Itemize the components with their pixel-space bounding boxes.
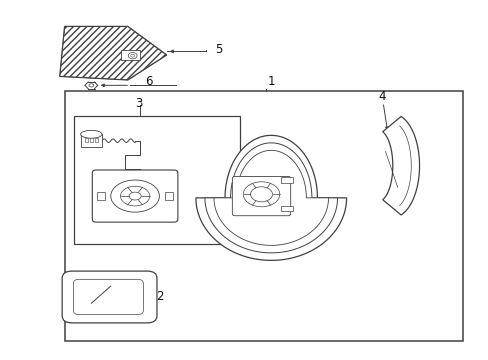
Ellipse shape	[250, 187, 272, 202]
FancyBboxPatch shape	[73, 279, 143, 315]
Text: 6: 6	[144, 75, 152, 87]
Bar	[74, 116, 239, 244]
Polygon shape	[196, 135, 346, 260]
Ellipse shape	[81, 130, 102, 138]
Ellipse shape	[128, 53, 137, 59]
Bar	[95, 138, 98, 143]
FancyBboxPatch shape	[92, 170, 178, 222]
Ellipse shape	[89, 84, 94, 87]
FancyBboxPatch shape	[62, 271, 157, 323]
Bar	[81, 134, 102, 147]
Polygon shape	[214, 150, 328, 246]
Ellipse shape	[129, 192, 141, 200]
Ellipse shape	[243, 182, 279, 207]
Bar	[281, 206, 292, 211]
Ellipse shape	[111, 180, 159, 212]
Bar	[97, 192, 105, 201]
Text: 2: 2	[156, 289, 163, 303]
Polygon shape	[60, 26, 166, 80]
Ellipse shape	[120, 186, 149, 206]
FancyBboxPatch shape	[232, 176, 290, 216]
Bar	[85, 138, 88, 143]
Bar	[165, 192, 173, 201]
Polygon shape	[204, 143, 337, 253]
Bar	[90, 138, 93, 143]
Ellipse shape	[130, 54, 134, 57]
Bar	[281, 177, 292, 183]
Bar	[120, 50, 140, 60]
Text: 4: 4	[377, 90, 385, 103]
Text: 5: 5	[215, 43, 222, 56]
Bar	[64, 91, 462, 341]
Text: 3: 3	[135, 97, 142, 110]
Text: 1: 1	[267, 75, 275, 88]
Polygon shape	[382, 116, 419, 215]
